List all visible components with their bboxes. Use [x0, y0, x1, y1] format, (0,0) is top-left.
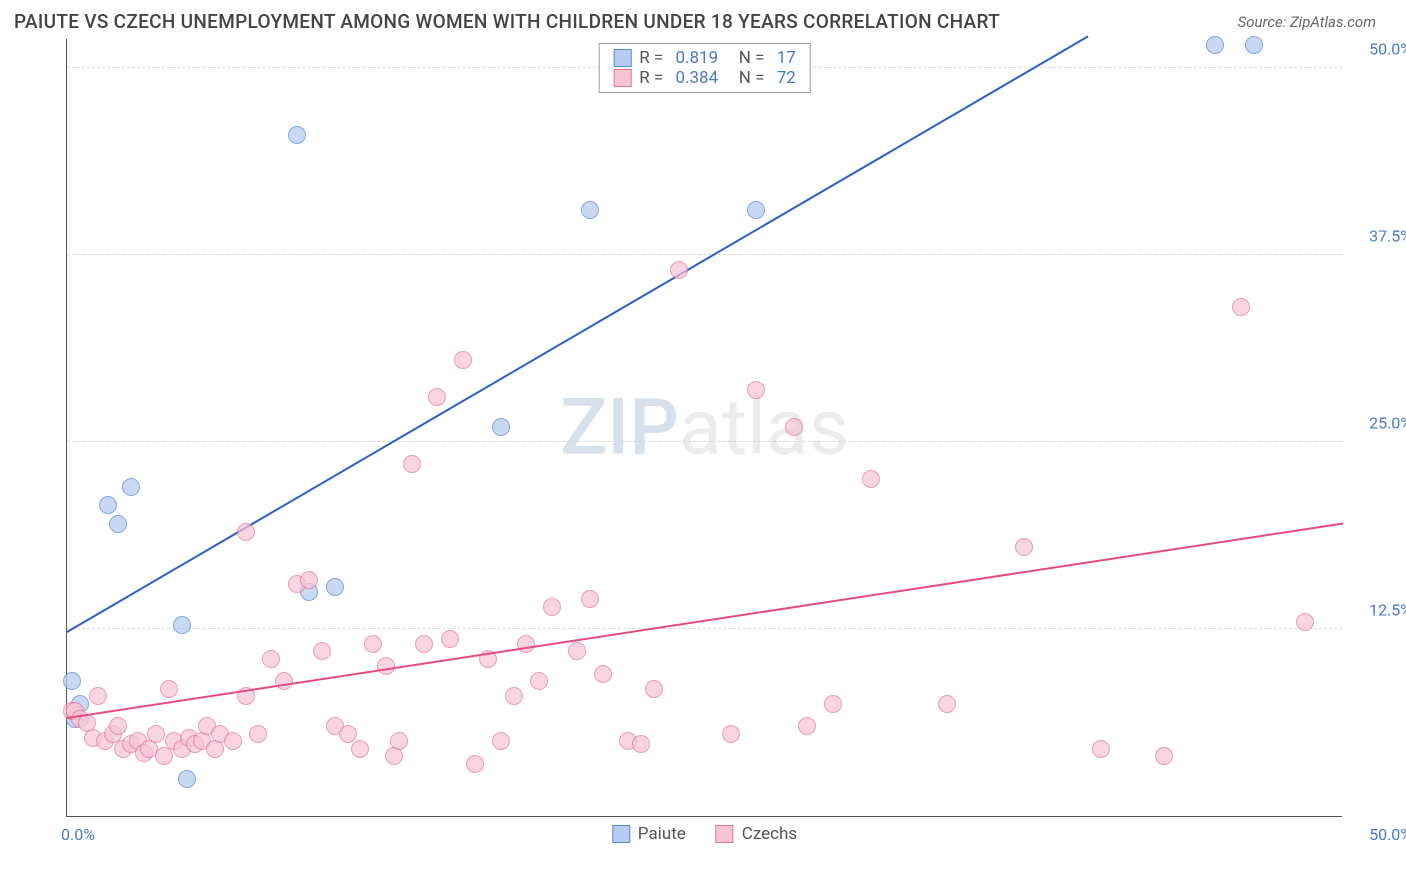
data-point — [1245, 36, 1263, 54]
data-point — [824, 695, 842, 713]
data-point — [122, 478, 140, 496]
data-point — [147, 725, 165, 743]
data-point — [568, 642, 586, 660]
data-point — [428, 388, 446, 406]
data-point — [670, 261, 688, 279]
data-point — [237, 523, 255, 541]
source-attribution: Source: ZipAtlas.com — [1238, 13, 1376, 31]
data-point — [351, 740, 369, 758]
data-point — [581, 590, 599, 608]
data-point — [63, 672, 81, 690]
watermark: ZIPatlas — [560, 382, 849, 473]
data-point — [326, 578, 344, 596]
x-tick-label: 50.0% — [1352, 825, 1406, 844]
trend-line — [67, 522, 1343, 718]
gridline — [67, 254, 1342, 255]
data-point — [938, 695, 956, 713]
data-point — [441, 630, 459, 648]
data-point — [275, 672, 293, 690]
data-point — [99, 496, 117, 514]
data-point — [415, 635, 433, 653]
data-point — [1206, 36, 1224, 54]
data-point — [1092, 740, 1110, 758]
data-point — [300, 571, 318, 589]
data-point — [517, 635, 535, 653]
data-point — [862, 470, 880, 488]
data-point — [155, 747, 173, 765]
data-point — [1155, 747, 1173, 765]
legend-stat-row: R = 0.384 N = 72 — [613, 68, 796, 88]
data-point — [722, 725, 740, 743]
data-point — [339, 725, 357, 743]
data-point — [262, 650, 280, 668]
data-point — [109, 717, 127, 735]
data-point — [530, 672, 548, 690]
data-point — [645, 680, 663, 698]
correlation-legend: R = 0.819 N = 17R = 0.384 N = 72 — [598, 43, 811, 93]
data-point — [798, 717, 816, 735]
data-point — [313, 642, 331, 660]
data-point — [1296, 613, 1314, 631]
data-point — [505, 687, 523, 705]
data-point — [160, 680, 178, 698]
data-point — [492, 732, 510, 750]
data-point — [364, 635, 382, 653]
data-point — [89, 687, 107, 705]
chart-title: PAIUTE VS CZECH UNEMPLOYMENT AMONG WOMEN… — [14, 10, 1000, 33]
y-tick-label: 12.5% — [1352, 600, 1406, 619]
data-point — [747, 201, 765, 219]
plot-region: ZIPatlas R = 0.819 N = 17R = 0.384 N = 7… — [66, 39, 1342, 817]
data-point — [454, 351, 472, 369]
data-point — [249, 725, 267, 743]
data-point — [632, 735, 650, 753]
data-point — [173, 616, 191, 634]
x-tick-label: 0.0% — [61, 825, 95, 844]
gridline — [67, 441, 1342, 442]
legend-item: Paiute — [612, 824, 686, 844]
trend-line — [66, 36, 1088, 633]
data-point — [1015, 538, 1033, 556]
data-point — [224, 732, 242, 750]
data-point — [390, 732, 408, 750]
legend-stat-row: R = 0.819 N = 17 — [613, 48, 796, 68]
data-point — [288, 126, 306, 144]
chart-header: PAIUTE VS CZECH UNEMPLOYMENT AMONG WOMEN… — [0, 0, 1406, 39]
legend-item: Czechs — [716, 824, 797, 844]
data-point — [1232, 298, 1250, 316]
data-point — [109, 515, 127, 533]
data-point — [178, 770, 196, 788]
data-point — [581, 201, 599, 219]
y-tick-label: 50.0% — [1352, 39, 1406, 58]
data-point — [747, 381, 765, 399]
data-point — [594, 665, 612, 683]
data-point — [785, 418, 803, 436]
series-legend: Paiute Czechs — [612, 824, 797, 844]
gridline — [67, 628, 1342, 629]
data-point — [466, 755, 484, 773]
y-tick-label: 25.0% — [1352, 413, 1406, 432]
data-point — [543, 598, 561, 616]
data-point — [492, 418, 510, 436]
y-tick-label: 37.5% — [1352, 226, 1406, 245]
data-point — [403, 455, 421, 473]
